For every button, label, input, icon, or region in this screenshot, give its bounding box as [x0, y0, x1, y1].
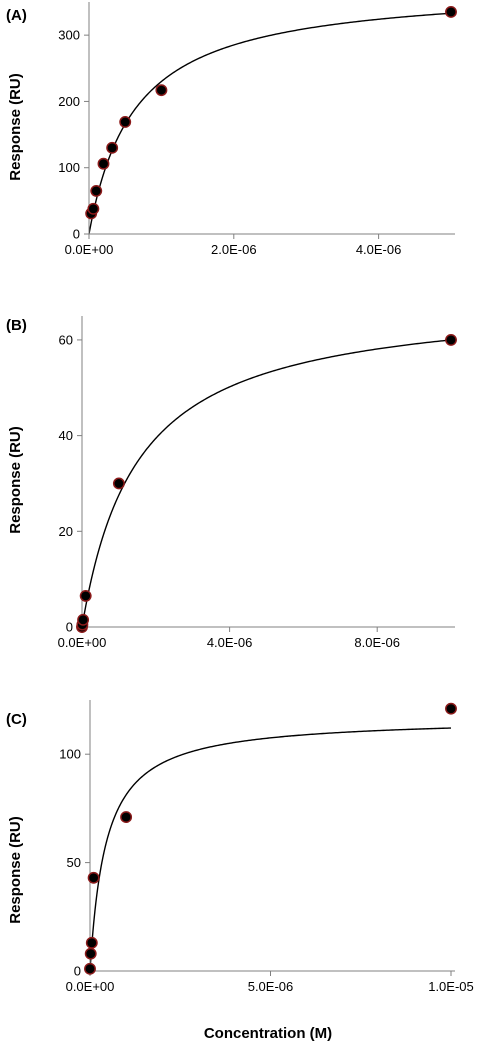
panel-b-data-point: [112, 477, 125, 490]
panel-c-data-point: [120, 811, 133, 824]
panel-b-y-tick-label: 40: [59, 428, 73, 443]
panel-a-x-tick-label: 0.0E+00: [65, 242, 114, 257]
panel-a-label: (A): [6, 7, 27, 24]
panel-c-label: (C): [6, 711, 27, 728]
panel-c-y-tick-label: 100: [59, 747, 81, 762]
panel-c-x-tick-label: 1.0E-05: [428, 979, 474, 994]
panel-b-y-tick-label: 0: [66, 620, 73, 635]
panel-b-x-tick-label: 4.0E-06: [207, 635, 253, 650]
panel-c-points-layer: [84, 702, 457, 975]
panel-b-curve-layer: [81, 339, 452, 628]
panel-c-y-tick-label: 0: [74, 964, 81, 979]
panel-a-y-tick-label: 200: [58, 94, 80, 109]
panel-a-data-point: [90, 184, 103, 197]
panel-c-fit-curve: [89, 727, 452, 972]
panel-c: 0 50 100 0.0E+00 5.0E-06 1.0E-05 (C) Response…: [6, 700, 474, 1042]
panel-c-data-point: [87, 871, 100, 884]
panel-b-data-point: [445, 333, 457, 346]
panel-c-x-tick-label: 0.0E+00: [66, 979, 115, 994]
panel-b-y-axis-title: Response (RU): [7, 426, 24, 534]
panel-a-data-point: [97, 157, 110, 170]
panel-c-data-point: [445, 702, 457, 715]
panel-c-curve-layer: [89, 727, 452, 972]
panel-a-y-tick-label: 300: [58, 28, 80, 43]
panel-c-y-axis-title: Response (RU): [7, 816, 24, 924]
panel-b-x-tick-label: 0.0E+00: [58, 635, 107, 650]
panel-b-data-point: [79, 589, 92, 602]
panel-a-data-point: [119, 116, 132, 128]
panel-b-x-tick-label: 8.0E-06: [354, 635, 400, 650]
panel-a: 0 100 200 300 0.0E+00 2.0E-06 4.0E-06 (A) Resp…: [6, 2, 457, 257]
panel-c-axes-layer: 0 50 100 0.0E+00 5.0E-06 1.0E-05: [59, 700, 474, 994]
panel-a-fit-curve: [88, 12, 452, 235]
panel-a-x-tick-label: 4.0E-06: [356, 242, 402, 257]
panel-c-data-point: [84, 962, 96, 975]
panel-b-data-point: [77, 613, 90, 626]
panel-a-y-tick-label: 100: [58, 160, 80, 175]
panel-b-fit-curve: [81, 339, 452, 628]
panel-a-axes-layer: 0 100 200 300 0.0E+00 2.0E-06 4.0E-06: [58, 2, 455, 257]
panel-b-label: (B): [6, 317, 27, 334]
panel-c-x-tick-label: 5.0E-06: [248, 979, 294, 994]
panel-c-x-axis-title: Concentration (M): [204, 1025, 332, 1042]
panel-b: 0 20 40 60 0.0E+00 4.0E-06 8.0E-06 (B) Respons…: [6, 316, 457, 650]
panel-a-curve-layer: [88, 12, 452, 235]
panel-b-y-tick-label: 20: [59, 524, 73, 539]
panel-a-points-layer: [85, 5, 457, 220]
panel-a-data-point: [87, 202, 100, 215]
panel-a-y-axis-title: Response (RU): [7, 73, 24, 181]
panel-a-x-tick-label: 2.0E-06: [211, 242, 257, 257]
panel-b-axes-layer: 0 20 40 60 0.0E+00 4.0E-06 8.0E-06: [58, 316, 455, 650]
panel-b-y-tick-label: 60: [59, 332, 73, 347]
panel-c-y-tick-label: 50: [67, 855, 81, 870]
panel-a-data-point: [445, 5, 457, 18]
panel-a-data-point: [106, 141, 119, 154]
panel-b-points-layer: [76, 333, 457, 633]
panel-a-data-point: [155, 84, 168, 97]
panel-a-y-tick-label: 0: [73, 227, 80, 242]
panel-c-data-point: [84, 947, 97, 960]
panel-c-data-point: [85, 936, 98, 949]
